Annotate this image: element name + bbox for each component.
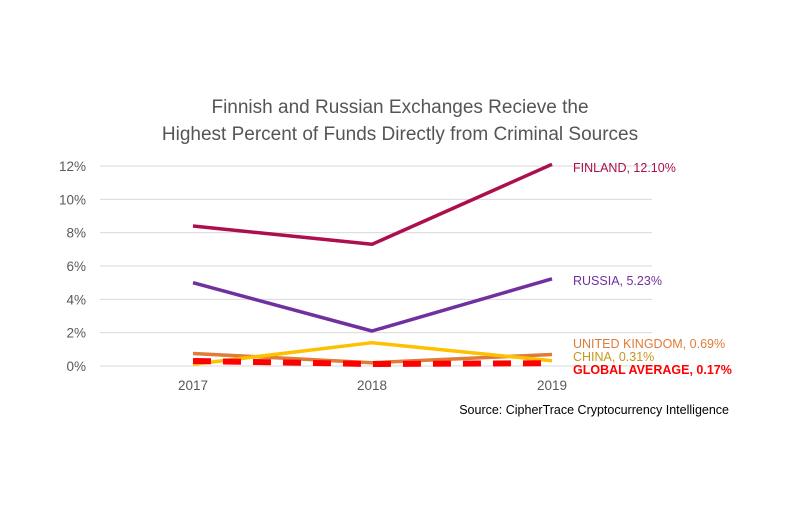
x-axis-ticks: 2017 2018 2019	[178, 378, 567, 393]
end-label-russia: RUSSIA, 5.23%	[573, 274, 662, 288]
y-tick-label: 2%	[66, 326, 86, 341]
source-note: Source: CipherTrace Cryptocurrency Intel…	[459, 403, 729, 417]
series-line-russia	[192, 277, 553, 333]
x-tick-label: 2017	[178, 378, 208, 393]
gridlines	[100, 165, 652, 367]
x-tick-label: 2019	[537, 378, 567, 393]
end-label-united-kingdom: UNITED KINGDOM, 0.69%	[573, 337, 725, 351]
y-tick-label: 4%	[66, 292, 86, 307]
chart-title-line-1: Finnish and Russian Exchanges Recieve th…	[211, 97, 588, 118]
end-label-global-average: GLOBAL AVERAGE, 0.17%	[573, 363, 732, 377]
y-tick-label: 0%	[66, 359, 86, 374]
end-label-china: CHINA, 0.31%	[573, 350, 654, 364]
chart-title-line-2: Highest Percent of Funds Directly from C…	[162, 124, 638, 145]
y-tick-label: 6%	[66, 259, 86, 274]
series-line-finland	[192, 162, 553, 247]
series-end-labels: FINLAND, 12.10% RUSSIA, 5.23% UNITED KINGD…	[573, 161, 732, 377]
series-lines	[192, 162, 553, 367]
y-tick-label: 12%	[59, 159, 86, 174]
end-label-finland: FINLAND, 12.10%	[573, 161, 676, 175]
y-axis-ticks: 12% 10% 8% 6% 4% 2% 0%	[59, 159, 86, 374]
y-tick-label: 10%	[59, 192, 86, 207]
y-tick-label: 8%	[66, 226, 86, 241]
series-line-china	[192, 340, 553, 367]
x-tick-label: 2018	[357, 378, 387, 393]
